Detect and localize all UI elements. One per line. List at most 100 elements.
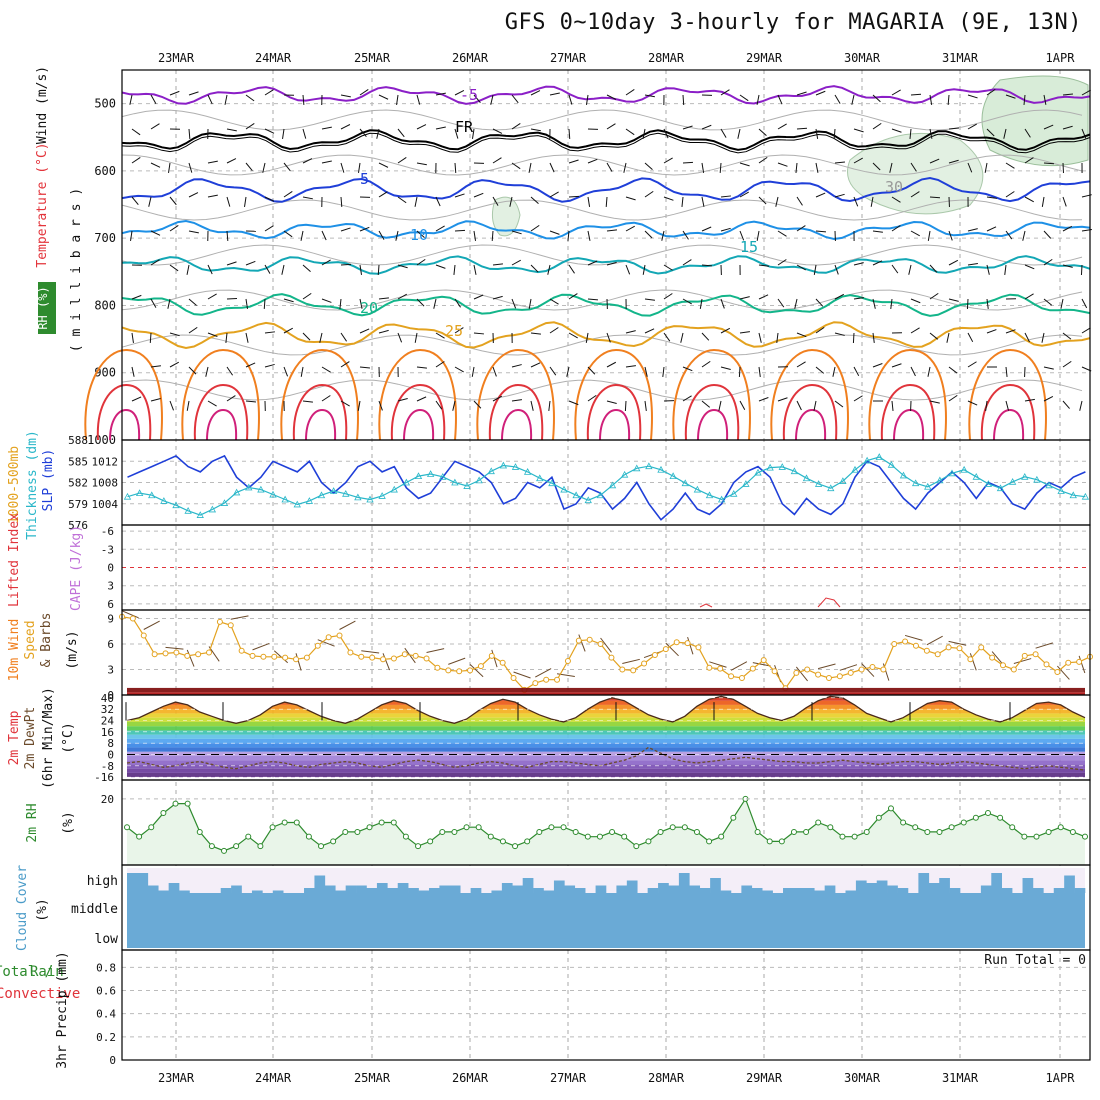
wind-speed-point — [1021, 652, 1028, 659]
wind-barb — [1022, 230, 1026, 241]
wind-barb — [169, 400, 174, 411]
date-label-bottom: 23MAR — [158, 1071, 195, 1085]
temperature-band — [127, 704, 1085, 710]
wind-barb — [1005, 366, 1008, 377]
wind-speed-point — [162, 650, 169, 657]
wind-speed-point — [923, 647, 930, 654]
wind-barb — [796, 264, 806, 271]
high-cloud-bar — [345, 885, 357, 893]
wind-barb — [188, 298, 197, 306]
wind-barb — [435, 400, 443, 410]
wind-barb — [549, 162, 555, 173]
wind-barb — [188, 192, 199, 198]
wind-barb — [454, 90, 465, 96]
wind-barb — [948, 159, 959, 164]
slp-tick-label: 1012 — [92, 455, 119, 468]
wind-speed-point — [314, 642, 321, 649]
rh-point — [1033, 833, 1040, 840]
date-label-bottom: 27MAR — [550, 1071, 587, 1085]
wind-barb — [264, 363, 275, 368]
wind-barb — [796, 400, 802, 411]
wind-barb — [264, 196, 275, 202]
rh-point — [536, 828, 543, 835]
precip-tick-label: 0.4 — [96, 1008, 116, 1021]
wind-barb — [966, 298, 969, 310]
surface-wind-barb — [448, 657, 466, 665]
wind-barb — [416, 396, 427, 402]
rh-point — [1082, 833, 1088, 840]
wind-barb — [1005, 400, 1010, 411]
wind-speed-point — [793, 669, 800, 676]
temperature-tick-label: -16 — [94, 771, 114, 784]
wind-barb — [853, 157, 863, 164]
wind-barb — [492, 366, 497, 377]
wind-speed-point — [717, 665, 724, 672]
wind-barb — [492, 128, 503, 134]
precip-tick-label: 0 — [109, 1054, 116, 1067]
wind-barb — [150, 397, 161, 402]
wind-speed-point — [1076, 658, 1083, 665]
rh-axis-swatch — [38, 282, 56, 334]
wind-barb — [720, 366, 731, 370]
wind-barb — [832, 366, 836, 377]
high-cloud-bar — [720, 890, 732, 893]
wind-speed-point — [1010, 666, 1017, 673]
high-cloud-bar — [418, 890, 430, 893]
high-cloud-bar — [1022, 878, 1034, 893]
rh-point — [451, 828, 458, 835]
wind-speed-tick-label: 0 — [107, 689, 114, 702]
rh-point — [657, 828, 664, 835]
wind-barb — [188, 366, 197, 375]
wind-speed-point — [967, 656, 974, 663]
thickness-marker — [717, 495, 726, 503]
high-cloud-bar — [272, 890, 284, 893]
wind-speed-point — [575, 637, 582, 644]
wind-barb — [416, 230, 425, 238]
wind-barb — [473, 400, 482, 409]
high-cloud-bar — [501, 883, 513, 893]
wind-barb — [929, 158, 940, 164]
wind-barb — [929, 264, 938, 273]
wind-speed-point — [336, 632, 343, 639]
wind-barb — [606, 400, 617, 405]
wind-barb — [568, 332, 578, 339]
wind-barb — [758, 264, 769, 267]
boundary-layer-contour — [206, 408, 238, 441]
thickness-axis-label-2: Thickness (dm) — [25, 430, 40, 540]
thickness-marker — [281, 495, 289, 503]
wind-barb — [718, 400, 722, 411]
wind-barb — [644, 328, 655, 334]
high-cloud-bar — [991, 873, 1002, 893]
wind-barb — [946, 332, 950, 343]
wind-barb — [207, 400, 217, 407]
wind-barb — [815, 326, 825, 334]
wind-barb — [340, 227, 351, 232]
temperature-band — [127, 713, 1085, 718]
high-cloud-bar — [366, 888, 378, 893]
wind-barb — [511, 364, 522, 368]
boundary-layer-contour — [893, 408, 925, 441]
rh-point — [124, 824, 130, 831]
wind-speed-point — [510, 675, 517, 681]
wind-barb — [131, 396, 142, 402]
wind-barb — [967, 94, 978, 99]
surface-wind-barb — [535, 668, 552, 678]
wind-speed-point — [358, 653, 365, 660]
wind-barb — [511, 123, 521, 130]
wind-barb — [416, 94, 421, 105]
thickness-marker — [1069, 491, 1077, 499]
rh-contour — [121, 334, 1083, 356]
rh-point — [196, 828, 203, 835]
wind-barb — [625, 89, 635, 96]
surface-wind-barb — [513, 671, 531, 679]
thickness-tick-label: 588 — [68, 434, 88, 447]
high-cloud-bar — [179, 890, 190, 893]
wind-barb — [433, 298, 437, 309]
wind-speed-tick-label: 6 — [107, 638, 114, 651]
date-label-top: 30MAR — [844, 51, 881, 65]
wind-barb — [188, 91, 199, 96]
wind-barb — [453, 264, 456, 275]
surface-wind-barb — [687, 637, 694, 655]
wind-barb — [625, 196, 636, 201]
wind-barb — [1062, 332, 1072, 340]
